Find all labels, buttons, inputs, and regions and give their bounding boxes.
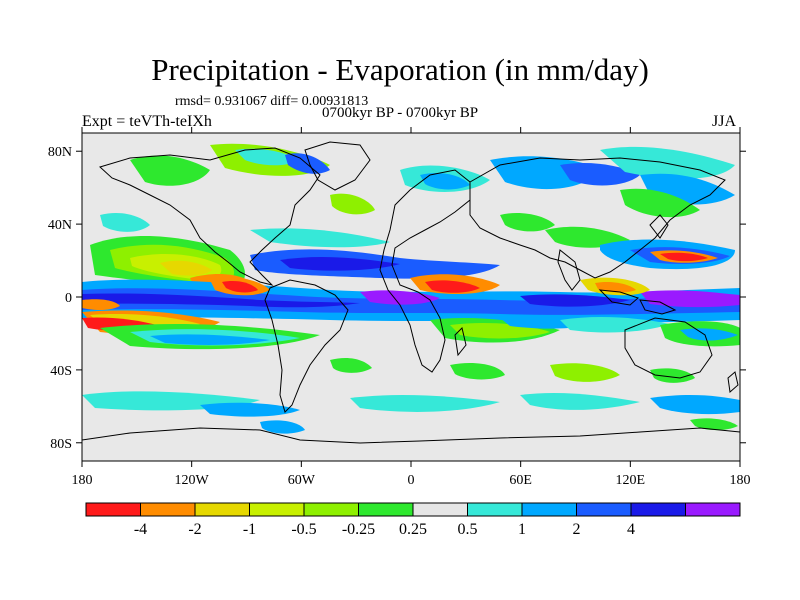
time-period-subtitle: 0700kyr BP - 0700kyr BP (322, 105, 479, 121)
colorbar-swatch (685, 502, 741, 517)
coastlines (82, 141, 740, 444)
colorbar-swatch (576, 502, 632, 517)
lat-tick-label: 40N (48, 218, 72, 233)
lon-tick-label: 120E (616, 473, 646, 488)
lon-tick-label: 60E (509, 473, 532, 488)
colorbar-label: -0.5 (291, 521, 316, 538)
colorbar-swatch (85, 502, 141, 517)
colorbar-label: 4 (627, 521, 635, 538)
colorbar-swatch (467, 502, 523, 517)
colorbar-swatch (630, 502, 686, 517)
season-label: JJA (712, 113, 737, 130)
precip-evap-field (82, 143, 740, 434)
lat-ticks: 80N 40N 0 40S 80S (48, 145, 746, 452)
lat-tick-label: 80N (48, 145, 72, 160)
colorbar-swatch (358, 502, 414, 517)
colorbar-label: 1 (518, 521, 526, 538)
colorbar-swatch (303, 502, 359, 517)
rmsd-diff-stats: rmsd= 0.931067 diff= 0.00931813 (175, 94, 369, 109)
lat-tick-label: 0 (65, 291, 72, 306)
colorbar-label: -2 (188, 521, 201, 538)
colorbar-swatch (140, 502, 196, 517)
colorbar-label: 0.5 (458, 521, 478, 538)
lon-tick-label: 0 (408, 473, 415, 488)
plot-title: Precipitation - Evaporation (in mm/day) (151, 52, 649, 87)
lon-tick-label: 60W (288, 473, 316, 488)
lat-tick-label: 40S (50, 364, 72, 379)
lat-tick-label: 80S (50, 437, 72, 452)
colorbar-label: -1 (243, 521, 256, 538)
lon-tick-label: 180 (72, 473, 93, 488)
lon-tick-label: 120W (175, 473, 210, 488)
colorbar-label: 2 (573, 521, 581, 538)
lon-tick-label: 180 (730, 473, 751, 488)
colorbar-swatch (249, 502, 305, 517)
colorbar-swatch (521, 502, 577, 517)
colorbar-label: -4 (134, 521, 147, 538)
colorbar-swatch (412, 502, 468, 517)
experiment-label: Expt = teVTh-teIXh (82, 113, 212, 130)
colorbar: -4 -2 -1 -0.5 -0.25 0.25 0.5 1 2 4 (85, 502, 741, 538)
lon-ticks: 180 120W 60W 0 60E 120E 180 (72, 127, 751, 488)
colorbar-label: 0.25 (399, 521, 427, 538)
colorbar-label: -0.25 (342, 521, 375, 538)
colorbar-swatch (194, 502, 250, 517)
